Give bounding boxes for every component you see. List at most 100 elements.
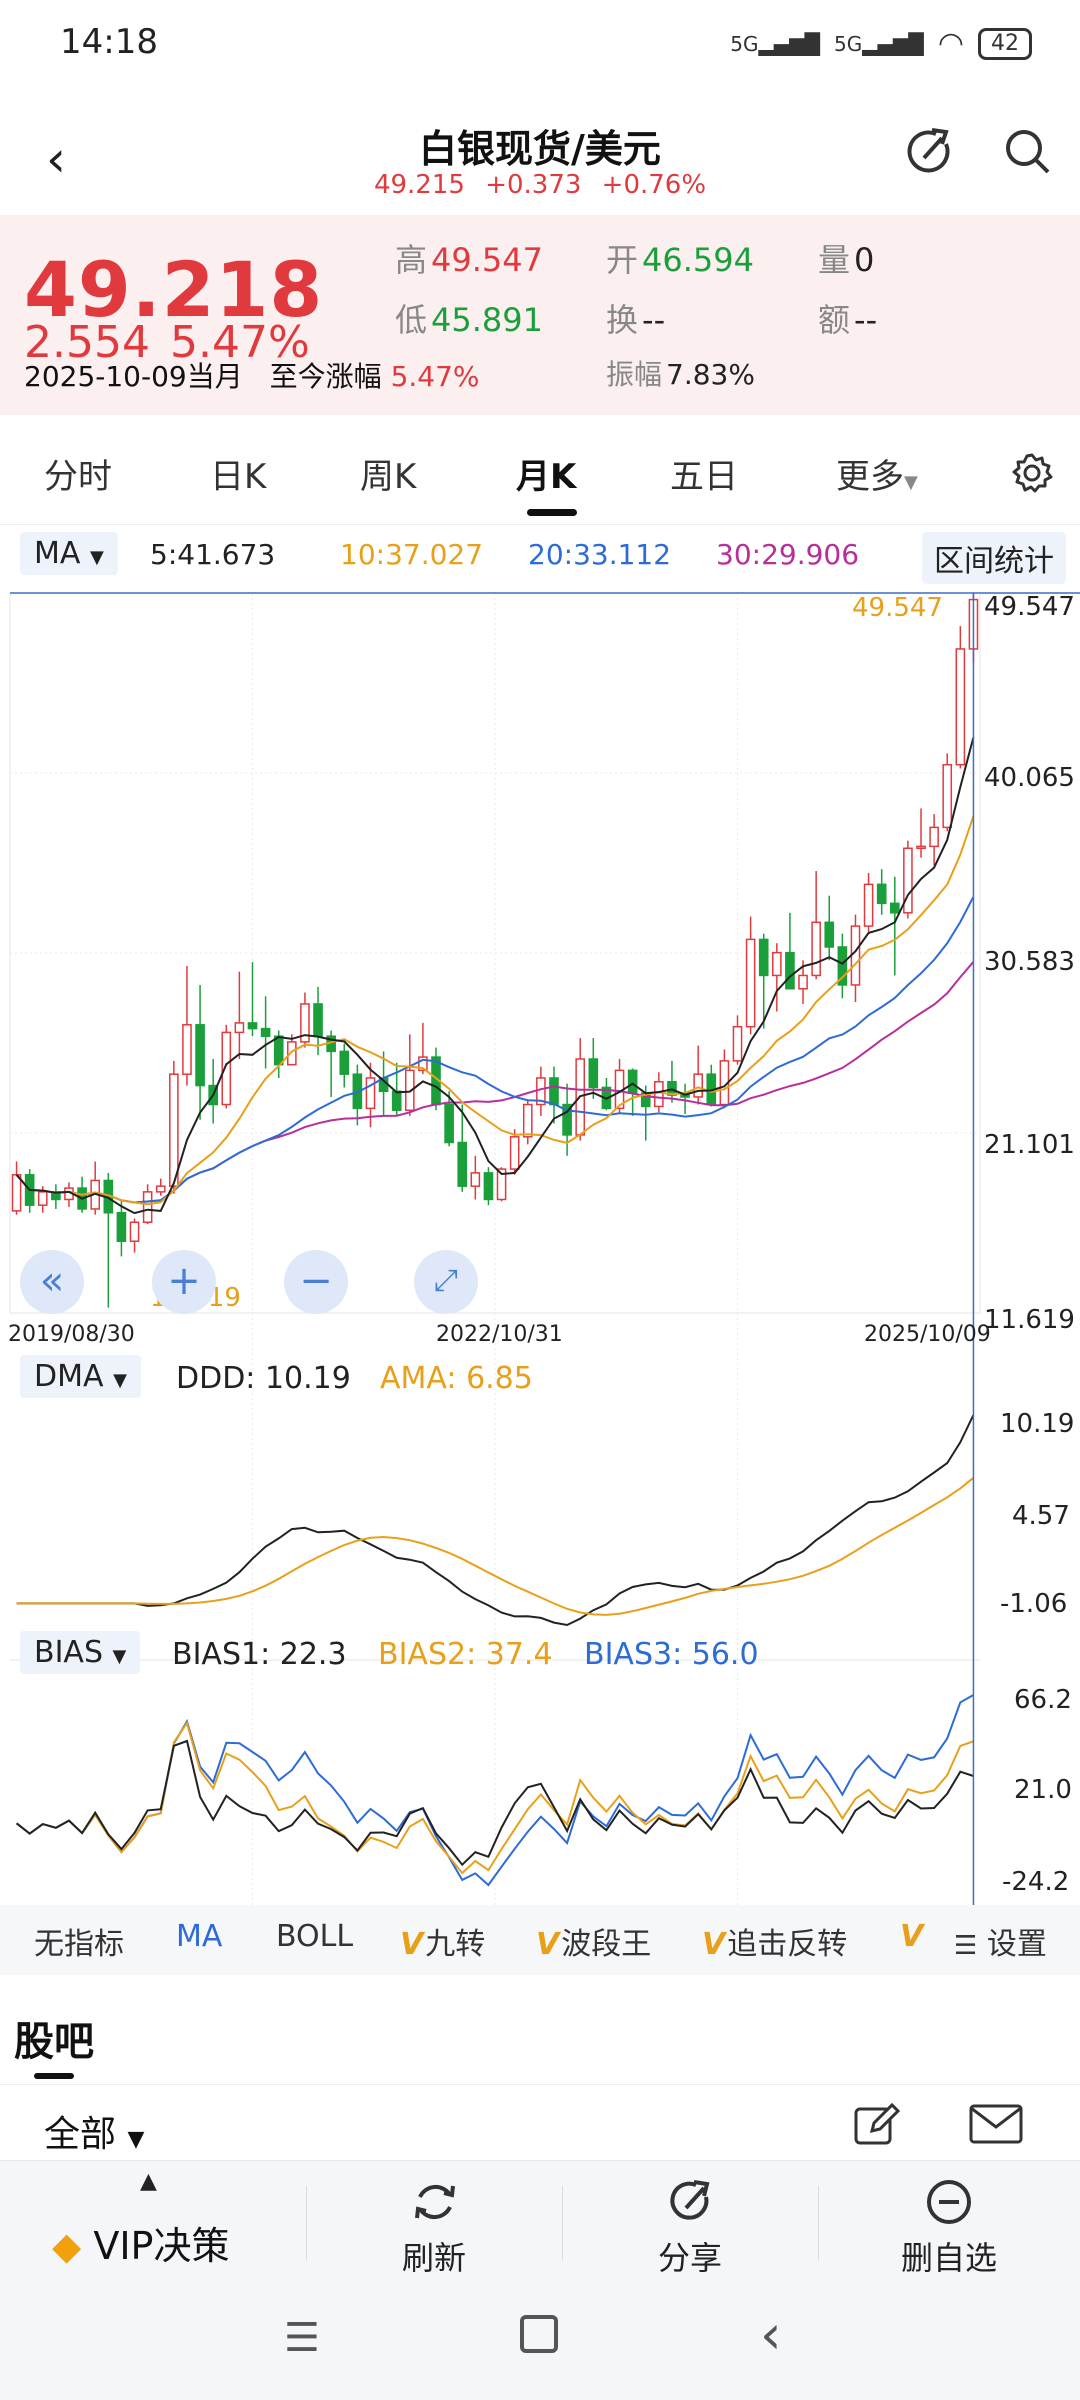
tab-intraday[interactable]: 分时 bbox=[44, 457, 112, 497]
ma10-line bbox=[15, 815, 975, 1206]
quote-date: 2025-10-09当月 bbox=[24, 360, 243, 393]
remove-watchlist-button[interactable]: 删自选 bbox=[818, 2161, 1080, 2286]
bias3-value: BIAS3: 56.0 bbox=[584, 1637, 759, 1672]
menu-icon[interactable]: ☰ bbox=[284, 2315, 320, 2361]
minus-circle-icon bbox=[927, 2180, 971, 2224]
candle-body bbox=[588, 1058, 599, 1089]
candle-body bbox=[37, 1191, 48, 1206]
fullscreen-button[interactable]: ⤢ bbox=[414, 1250, 478, 1314]
search-icon[interactable] bbox=[1000, 124, 1054, 178]
ind-tab-zhuiji[interactable]: V追击反转 bbox=[702, 1927, 848, 1962]
guba-title: 股吧 bbox=[14, 2019, 94, 2065]
ama-line bbox=[16, 1477, 975, 1616]
candle-body bbox=[693, 1073, 703, 1098]
vip-v-icon: V bbox=[536, 1927, 560, 1962]
y-tick-5: 11.619 bbox=[984, 1305, 1075, 1335]
amount-item: 额 -- bbox=[818, 301, 878, 339]
date-mid: 2022/10/31 bbox=[436, 1322, 563, 1347]
vip-v-icon: V bbox=[900, 1919, 924, 1954]
system-nav-bar: ☰ ‹ bbox=[0, 2285, 1080, 2400]
zoom-in-button[interactable]: + bbox=[152, 1250, 216, 1314]
ind-tab-boll[interactable]: BOLL bbox=[276, 1919, 354, 1954]
candle-body bbox=[457, 1141, 468, 1187]
candle-body bbox=[876, 883, 887, 905]
candle-body bbox=[509, 1136, 520, 1170]
candle-body bbox=[850, 925, 861, 986]
candle-body bbox=[247, 1022, 258, 1030]
dma-tick-1: 10.19 bbox=[1000, 1409, 1075, 1439]
candle-body bbox=[929, 826, 939, 848]
scroll-left-button[interactable]: « bbox=[20, 1250, 84, 1314]
caret-down-icon: ▼ bbox=[112, 1646, 127, 1667]
y-tick-2: 40.065 bbox=[984, 763, 1075, 793]
candle-body bbox=[444, 1103, 454, 1144]
bias2-line bbox=[15, 1720, 974, 1875]
status-icons: 5G▂▄▆█ 5G▂▄▆█ ◠ 42 bbox=[730, 26, 1032, 61]
date-end: 2025/10/09 bbox=[864, 1322, 991, 1347]
ind-tab-none[interactable]: 无指标 bbox=[34, 1927, 124, 1962]
zoom-out-button[interactable]: − bbox=[284, 1250, 348, 1314]
tab-daily[interactable]: 日K bbox=[210, 457, 267, 497]
candle-body bbox=[129, 1221, 140, 1242]
refresh-button[interactable]: 刷新 bbox=[306, 2161, 562, 2286]
chart-area[interactable]: 49.547 40.065 30.583 21.101 11.619 49.54… bbox=[0, 585, 1080, 1905]
home-icon[interactable] bbox=[520, 2315, 558, 2353]
y-tick-4: 21.101 bbox=[984, 1130, 1075, 1160]
candle-body bbox=[182, 1024, 192, 1075]
candle-body bbox=[745, 938, 756, 1028]
separator bbox=[562, 2186, 563, 2261]
kline-chart[interactable] bbox=[0, 585, 1080, 1905]
separator bbox=[818, 2186, 819, 2261]
ind-tab-jiuzhuan[interactable]: V九转 bbox=[400, 1927, 486, 1962]
candle-body bbox=[483, 1172, 494, 1201]
back-icon[interactable]: ‹ bbox=[46, 130, 66, 188]
filter-all-dropdown[interactable]: 全部 ▼ bbox=[44, 2114, 145, 2155]
tab-five-day[interactable]: 五日 bbox=[670, 457, 738, 497]
mail-icon[interactable] bbox=[968, 2103, 1024, 2145]
signal-icon-2: 5G▂▄▆█ bbox=[834, 31, 924, 56]
bias-selector[interactable]: BIAS ▼ bbox=[20, 1631, 141, 1674]
bias2-value: BIAS2: 37.4 bbox=[378, 1637, 553, 1672]
candle-body bbox=[889, 902, 900, 914]
candle-body bbox=[404, 1069, 415, 1111]
gear-icon[interactable] bbox=[1010, 451, 1054, 495]
bias1-value: BIAS1: 22.3 bbox=[172, 1637, 347, 1672]
range-stats-button[interactable]: 区间统计 bbox=[922, 532, 1066, 584]
ma5-line bbox=[15, 737, 975, 1215]
ytd-value: 5.47% bbox=[390, 360, 480, 393]
ind-tab-ma[interactable]: MA bbox=[176, 1919, 223, 1954]
candle-body bbox=[234, 1022, 245, 1034]
tab-weekly[interactable]: 周K bbox=[360, 457, 417, 497]
sub-price: 49.215 bbox=[373, 170, 465, 200]
bias-tick-2: 21.0 bbox=[1014, 1775, 1072, 1805]
candle-body bbox=[169, 1073, 179, 1187]
candle-body bbox=[155, 1185, 166, 1193]
wifi-icon: ◠ bbox=[937, 26, 964, 61]
tab-more[interactable]: 更多▼ bbox=[836, 457, 918, 497]
ind-tab-boduanwang[interactable]: V波段王 bbox=[536, 1927, 652, 1962]
share-button[interactable]: 分享 bbox=[562, 2161, 818, 2286]
vip-decision-button[interactable]: ▲ ◆ VIP决策 bbox=[52, 2169, 230, 2268]
ind-tab-more[interactable]: V bbox=[900, 1919, 925, 1954]
status-time: 14:18 bbox=[60, 22, 158, 62]
chevron-up-icon: ▲ bbox=[140, 2169, 157, 2194]
candle-body bbox=[549, 1077, 559, 1106]
max-price-label: 49.547 bbox=[852, 593, 943, 623]
ma-selector[interactable]: MA ▼ bbox=[20, 532, 118, 575]
bias-legend: BIAS ▼ BIAS1: 22.3 BIAS2: 37.4 BIAS3: 56… bbox=[0, 1631, 1080, 1679]
candle-body bbox=[863, 883, 874, 927]
candle-body bbox=[758, 938, 769, 977]
dma-selector[interactable]: DMA ▼ bbox=[20, 1355, 141, 1398]
candle-body bbox=[627, 1069, 638, 1094]
candle-body bbox=[260, 1027, 271, 1037]
nav-back-icon[interactable]: ‹ bbox=[760, 2303, 782, 2366]
refresh-icon bbox=[415, 2184, 455, 2220]
share-icon[interactable] bbox=[902, 124, 956, 178]
sub-change: +0.373 bbox=[485, 170, 582, 200]
indicator-settings-button[interactable]: ☰ 设置 bbox=[948, 1919, 1047, 1963]
signal-icon: 5G▂▄▆█ bbox=[730, 31, 821, 56]
edit-icon[interactable] bbox=[850, 2099, 902, 2151]
candle-body bbox=[522, 1103, 533, 1138]
tab-monthly[interactable]: 月K bbox=[516, 457, 577, 497]
